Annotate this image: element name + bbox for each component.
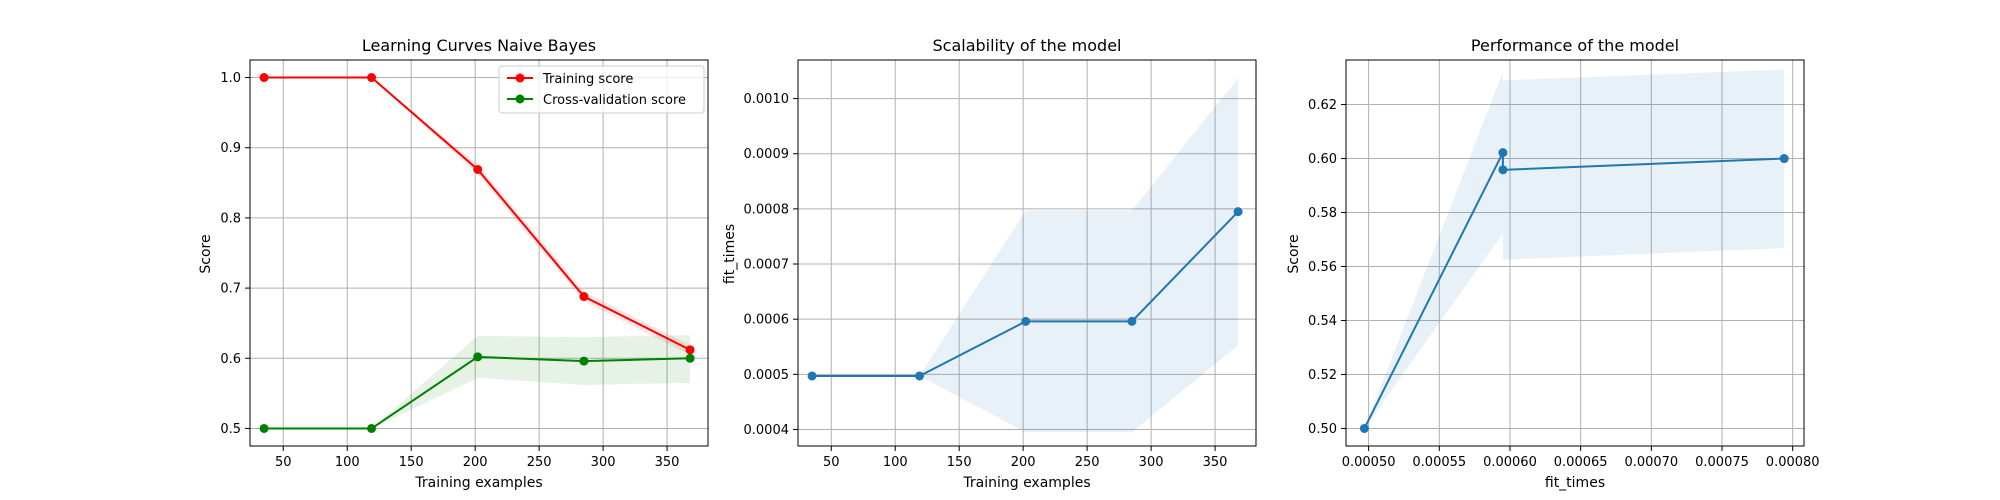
x-tick-label: 0.00060 [1483, 455, 1537, 470]
x-tick-label: 50 [275, 455, 292, 470]
data-point [807, 371, 817, 381]
data-point [1498, 165, 1508, 175]
x-tick-label: 0.00055 [1412, 455, 1466, 470]
axes-frame [249, 59, 709, 447]
x-tick-label: 150 [947, 455, 972, 470]
y-tick-label: 0.0009 [744, 147, 790, 162]
x-tick-label: 0.00080 [1766, 455, 1820, 470]
y-axis-label: Score [198, 234, 214, 273]
data-point [579, 292, 589, 302]
x-tick-label: 350 [655, 455, 680, 470]
chart-scalability: 50 100 150 200 250 300 350 0.0004 0.0005 0.0006 0.… [722, 36, 1257, 491]
confidence-band-0 [1364, 69, 1785, 429]
plot-area: 50 100 150 200 250 300 350 0.5 0.6 0.7 0.8 0.9 1.0 [220, 59, 709, 470]
confidence-band-0 [812, 78, 1239, 433]
data-point [1498, 148, 1508, 158]
x-tick-label: 0.00065 [1554, 455, 1608, 470]
y-tick-label: 0.62 [1308, 98, 1337, 113]
y-tick-label: 0.58 [1308, 206, 1337, 221]
x-tick-label: 300 [1139, 455, 1164, 470]
x-tick-label: 0.00070 [1624, 455, 1678, 470]
x-tick-label: 250 [1075, 455, 1100, 470]
y-tick-label: 0.0006 [744, 313, 790, 328]
chart-title: Performance of the model [1471, 36, 1679, 55]
x-tick-label: 200 [1011, 455, 1036, 470]
data-point [367, 73, 377, 83]
data-point [473, 352, 483, 362]
data-point [367, 423, 377, 433]
y-tick-label: 0.0008 [744, 202, 790, 217]
data-point [1233, 207, 1243, 217]
x-tick-label: 50 [823, 455, 840, 470]
y-tick-label: 0.60 [1308, 152, 1337, 167]
x-axis-label: fit_times [1545, 475, 1605, 491]
y-tick-label: 0.9 [220, 141, 241, 156]
x-tick-label: 250 [527, 455, 552, 470]
axes-frame [1345, 59, 1805, 447]
y-tick-label: 0.0007 [744, 258, 790, 273]
data-point [1127, 316, 1137, 326]
x-tick-label: 300 [591, 455, 616, 470]
chart-learning-curves: 50 100 150 200 250 300 350 0.5 0.6 0.7 0.8 0.9 1.0 L… [198, 36, 709, 491]
y-tick-label: 1.0 [220, 71, 241, 86]
y-tick-label: 0.5 [220, 422, 241, 437]
y-tick-label: 0.0010 [744, 92, 790, 107]
confidence-band-0 [264, 77, 691, 355]
y-tick-label: 0.50 [1308, 422, 1337, 437]
plot-area: 50 100 150 200 250 300 350 0.0004 0.0005 0.0006 0.… [744, 59, 1257, 470]
y-axis-label: fit_times [722, 224, 738, 284]
data-point [685, 353, 695, 363]
x-tick-label: 0.00075 [1695, 455, 1749, 470]
data-point [473, 164, 483, 174]
series-line-0 [1363, 152, 1785, 429]
x-axis-label: Training examples [962, 475, 1090, 491]
x-tick-label: 100 [335, 455, 360, 470]
y-tick-label: 0.56 [1308, 260, 1337, 275]
x-tick-label: 200 [463, 455, 488, 470]
y-axis-label: Score [1286, 234, 1302, 273]
y-tick-label: 0.54 [1308, 314, 1337, 329]
y-tick-label: 0.7 [220, 282, 241, 297]
legend-label-cv: Cross-validation score [543, 93, 686, 108]
x-tick-label: 150 [399, 455, 424, 470]
data-point [915, 371, 925, 381]
chart-title: Scalability of the model [933, 36, 1122, 55]
data-point [579, 356, 589, 366]
data-point [1359, 423, 1369, 433]
y-tick-label: 0.8 [220, 211, 241, 226]
data-point [685, 345, 695, 355]
y-tick-label: 0.52 [1308, 368, 1337, 383]
x-tick-label: 100 [883, 455, 908, 470]
legend-marker-training [515, 73, 525, 83]
y-tick-label: 0.0004 [744, 423, 790, 438]
data-point [1021, 316, 1031, 326]
data-point [259, 73, 269, 83]
legend-label-training: Training score [542, 72, 633, 87]
axes-frame [797, 59, 1257, 447]
data-point [259, 423, 269, 433]
plot-area: 0.00050 0.00055 0.00060 0.00065 0.00070 0.000… [1308, 59, 1820, 470]
data-point [1779, 154, 1789, 164]
x-tick-label: 0.00050 [1342, 455, 1396, 470]
chart-title: Learning Curves Naive Bayes [362, 36, 596, 55]
legend: Training score Cross-validation score [498, 65, 705, 114]
x-axis-label: Training examples [414, 475, 542, 491]
x-tick-label: 350 [1203, 455, 1228, 470]
y-tick-label: 0.6 [220, 352, 241, 367]
legend-marker-cv [515, 94, 525, 104]
chart-performance: 0.00050 0.00055 0.00060 0.00065 0.00070 0.000… [1286, 36, 1820, 491]
y-tick-label: 0.0005 [744, 368, 790, 383]
legend-box [498, 65, 705, 114]
